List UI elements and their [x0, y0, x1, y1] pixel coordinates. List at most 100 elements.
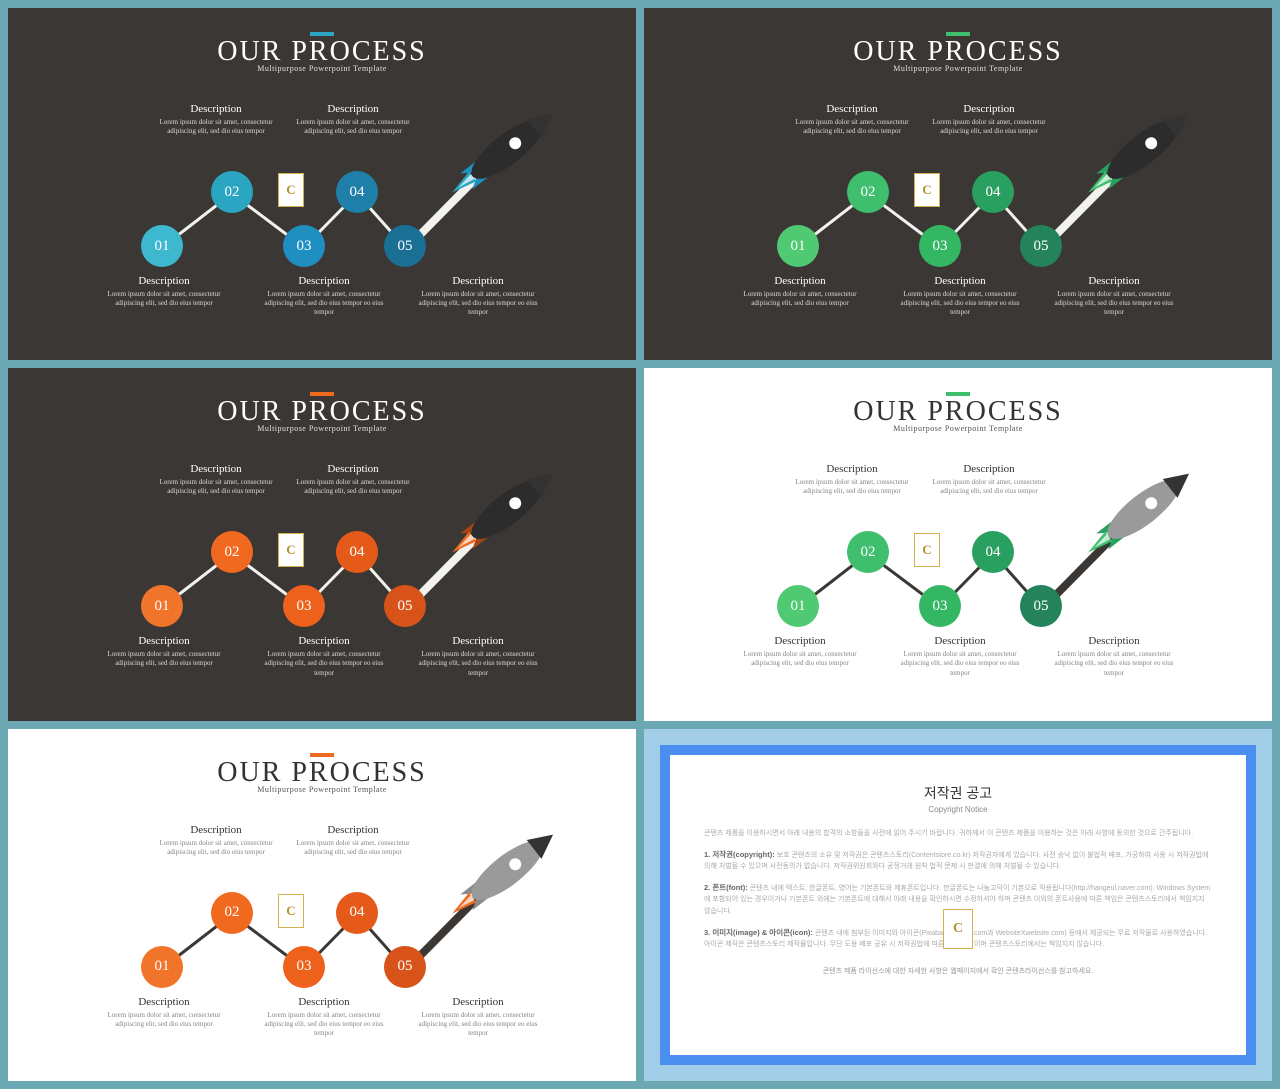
description-body: Lorem ipsum dolor sit amet, consectetur …	[94, 290, 234, 308]
logo-badge: C	[943, 909, 973, 949]
description-body: Lorem ipsum dolor sit amet, consectetur …	[94, 650, 234, 668]
process-node-2: 02	[847, 171, 889, 213]
process-node-2: 02	[211, 892, 253, 934]
slide-5: OUR PROCESS Multipurpose Powerpoint Temp…	[8, 729, 636, 1081]
description-title: Description	[408, 275, 548, 287]
description-body: Lorem ipsum dolor sit amet, consectetur …	[254, 650, 394, 677]
description-body: Lorem ipsum dolor sit amet, consectetur …	[254, 290, 394, 317]
description-body: Lorem ipsum dolor sit amet, consectetur …	[782, 478, 922, 496]
process-node-3: 03	[283, 225, 325, 267]
description-title: Description	[408, 996, 548, 1008]
description-block: Description Lorem ipsum dolor sit amet, …	[283, 103, 423, 136]
process-node-4: 04	[972, 171, 1014, 213]
description-block: Description Lorem ipsum dolor sit amet, …	[1044, 635, 1184, 677]
logo-badge: C	[278, 894, 304, 928]
description-title: Description	[283, 103, 423, 115]
description-title: Description	[146, 463, 286, 475]
description-block: Description Lorem ipsum dolor sit amet, …	[254, 275, 394, 317]
description-body: Lorem ipsum dolor sit amet, consectetur …	[283, 118, 423, 136]
description-title: Description	[1044, 275, 1184, 287]
process-node-3: 03	[919, 585, 961, 627]
description-title: Description	[1044, 635, 1184, 647]
process-chart: 01 02 03 0405 Description Lorem ipsum dolor …	[36, 814, 608, 1064]
description-block: Description Lorem ipsum dolor sit amet, …	[919, 463, 1059, 496]
description-title: Description	[94, 996, 234, 1008]
description-title: Description	[94, 635, 234, 647]
slide-title: OUR PROCESS	[36, 398, 608, 426]
description-title: Description	[890, 635, 1030, 647]
process-node-5: 05	[384, 225, 426, 267]
description-body: Lorem ipsum dolor sit amet, consectetur …	[919, 118, 1059, 136]
process-node-1: 01	[777, 585, 819, 627]
process-node-4: 04	[336, 171, 378, 213]
slide-4: OUR PROCESS Multipurpose Powerpoint Temp…	[644, 368, 1272, 720]
description-title: Description	[730, 275, 870, 287]
process-node-1: 01	[777, 225, 819, 267]
logo-badge: C	[278, 533, 304, 567]
description-block: Description Lorem ipsum dolor sit amet, …	[408, 635, 548, 677]
description-block: Description Lorem ipsum dolor sit amet, …	[146, 824, 286, 857]
process-node-3: 03	[283, 946, 325, 988]
description-block: Description Lorem ipsum dolor sit amet, …	[890, 635, 1030, 677]
slide-2: OUR PROCESS Multipurpose Powerpoint Temp…	[644, 8, 1272, 360]
process-node-5: 05	[384, 946, 426, 988]
description-block: Description Lorem ipsum dolor sit amet, …	[94, 275, 234, 308]
process-node-3: 03	[919, 225, 961, 267]
process-node-5: 05	[384, 585, 426, 627]
description-body: Lorem ipsum dolor sit amet, consectetur …	[919, 478, 1059, 496]
description-title: Description	[254, 275, 394, 287]
slide-title: OUR PROCESS	[672, 398, 1244, 426]
slide-title: OUR PROCESS	[36, 759, 608, 787]
description-body: Lorem ipsum dolor sit amet, consectetur …	[146, 118, 286, 136]
copyright-subtitle: Copyright Notice	[704, 805, 1212, 814]
description-body: Lorem ipsum dolor sit amet, consectetur …	[94, 1011, 234, 1029]
process-node-4: 04	[336, 892, 378, 934]
process-node-1: 01	[141, 585, 183, 627]
description-title: Description	[94, 275, 234, 287]
description-title: Description	[782, 103, 922, 115]
description-block: Description Lorem ipsum dolor sit amet, …	[782, 463, 922, 496]
description-body: Lorem ipsum dolor sit amet, consectetur …	[408, 650, 548, 677]
slide-title: OUR PROCESS	[36, 38, 608, 66]
description-body: Lorem ipsum dolor sit amet, consectetur …	[254, 1011, 394, 1038]
description-block: Description Lorem ipsum dolor sit amet, …	[1044, 275, 1184, 317]
description-title: Description	[146, 103, 286, 115]
copyright-title: 저작권 공고	[704, 783, 1212, 803]
description-body: Lorem ipsum dolor sit amet, consectetur …	[408, 1011, 548, 1038]
description-body: Lorem ipsum dolor sit amet, consectetur …	[890, 650, 1030, 677]
logo-badge: C	[914, 173, 940, 207]
description-title: Description	[283, 824, 423, 836]
description-title: Description	[254, 996, 394, 1008]
process-node-5: 05	[1020, 225, 1062, 267]
process-node-1: 01	[141, 946, 183, 988]
description-body: Lorem ipsum dolor sit amet, consectetur …	[408, 290, 548, 317]
description-body: Lorem ipsum dolor sit amet, consectetur …	[283, 839, 423, 857]
description-block: Description Lorem ipsum dolor sit amet, …	[94, 996, 234, 1029]
description-block: Description Lorem ipsum dolor sit amet, …	[254, 635, 394, 677]
description-body: Lorem ipsum dolor sit amet, consectetur …	[730, 650, 870, 668]
description-block: Description Lorem ipsum dolor sit amet, …	[730, 275, 870, 308]
description-title: Description	[254, 635, 394, 647]
logo-badge: C	[914, 533, 940, 567]
description-title: Description	[408, 635, 548, 647]
description-body: Lorem ipsum dolor sit amet, consectetur …	[1044, 290, 1184, 317]
description-body: Lorem ipsum dolor sit amet, consectetur …	[1044, 650, 1184, 677]
slide-1: OUR PROCESS Multipurpose Powerpoint Temp…	[8, 8, 636, 360]
description-title: Description	[919, 463, 1059, 475]
description-title: Description	[283, 463, 423, 475]
description-body: Lorem ipsum dolor sit amet, consectetur …	[782, 118, 922, 136]
description-body: Lorem ipsum dolor sit amet, consectetur …	[146, 839, 286, 857]
slide-3: OUR PROCESS Multipurpose Powerpoint Temp…	[8, 368, 636, 720]
description-block: Description Lorem ipsum dolor sit amet, …	[408, 275, 548, 317]
description-block: Description Lorem ipsum dolor sit amet, …	[890, 275, 1030, 317]
slide-copyright: 저작권 공고 Copyright Notice 콘텐츠 제품을 이용하시면서 아…	[644, 729, 1272, 1081]
copyright-footer: 콘텐츠 제품 라이선스에 대한 자세한 사항은 웹페이지에서 확인 콘텐츠라이선…	[704, 966, 1212, 976]
process-chart: 0102030405Description Lorem ipsum dolor …	[36, 93, 608, 343]
description-title: Description	[146, 824, 286, 836]
process-node-2: 02	[211, 171, 253, 213]
process-node-3: 03	[283, 585, 325, 627]
description-block: Description Lorem ipsum dolor sit amet, …	[283, 824, 423, 857]
description-block: Description Lorem ipsum dolor sit amet, …	[919, 103, 1059, 136]
description-block: Description Lorem ipsum dolor sit amet, …	[283, 463, 423, 496]
description-body: Lorem ipsum dolor sit amet, consectetur …	[730, 290, 870, 308]
